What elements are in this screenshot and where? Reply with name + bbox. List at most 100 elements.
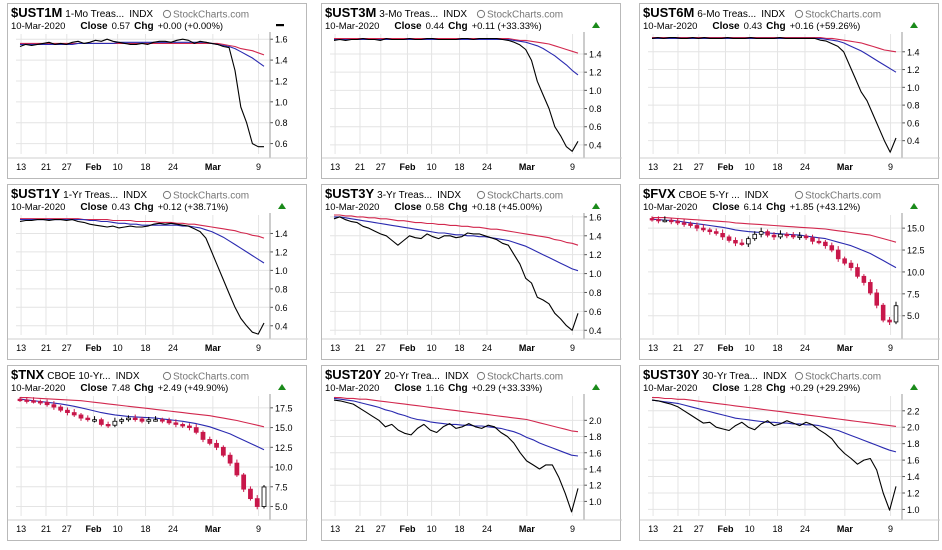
chart-panel-ust6m[interactable]: $UST6M 6-Mo Treas... INDX StockCharts.com 10…: [639, 3, 940, 179]
x-tick-label: 24: [800, 343, 810, 353]
copyright-icon: [794, 371, 804, 381]
chg-label: Chg: [766, 21, 785, 32]
chart-panel-ust1m[interactable]: $UST1M 1-Mo Treas... INDX StockCharts.com 10…: [7, 3, 308, 179]
copyright-icon: [794, 9, 804, 19]
y-tick-label: 0.4: [275, 321, 288, 331]
x-tick-label: Mar: [205, 343, 222, 353]
chart-subtitle: 10-Mar-2020 Close 0.44 Chg +0.11 (+33.33%): [325, 21, 542, 32]
x-tick-label: Feb: [85, 524, 102, 534]
chart-symbol: $UST6M: [643, 5, 694, 20]
y-tick-label: 1.4: [589, 231, 602, 241]
candle-body: [71, 412, 77, 416]
candle-body: [98, 419, 104, 425]
close-label: Close: [80, 383, 108, 394]
x-tick-label: 18: [141, 343, 151, 353]
chart-exchange: INDX: [116, 371, 140, 382]
y-tick-label: 12.5: [907, 246, 925, 256]
series-ma-long: [652, 217, 897, 243]
chart-description: 3-Mo Treas...: [379, 9, 438, 20]
y-tick-label: 1.4: [589, 50, 602, 60]
chart-panel-ust3m[interactable]: $UST3M 3-Mo Treas... INDX StockCharts.com 10…: [321, 3, 622, 179]
chart-panel-ust20y[interactable]: $UST20Y 20-Yr Trea... INDX StockCharts.com 1…: [321, 365, 622, 541]
gridlines: [648, 215, 902, 335]
x-tick-label: 24: [482, 343, 492, 353]
y-tick-label: 1.2: [589, 68, 602, 78]
x-tick-label: 13: [16, 524, 26, 534]
chart-svg: $UST3Y 3-Yr Treas... INDX StockCharts.com10…: [322, 186, 622, 353]
x-tick-label: 24: [168, 524, 178, 534]
candle-body: [726, 236, 732, 241]
x-tick-label: 9: [570, 524, 575, 534]
x-tick-label: 27: [62, 343, 72, 353]
series-ma-short: [20, 219, 265, 264]
x-tick-label: 21: [355, 162, 365, 172]
chart-description: 1-Yr Treas...: [63, 190, 118, 201]
x-tick-label: 18: [773, 524, 783, 534]
x-tick-label: 9: [256, 162, 261, 172]
candle-body: [829, 245, 835, 251]
candle-body: [85, 417, 91, 421]
candles: [649, 216, 899, 326]
chart-panel-ust30y[interactable]: $UST30Y 30-Yr Trea... INDX StockCharts.com 1…: [639, 365, 940, 541]
y-tick-label: 1.2: [589, 481, 602, 491]
candle-body: [105, 424, 111, 427]
x-tick-label: 13: [648, 162, 658, 172]
x-tick-label: 10: [427, 524, 437, 534]
chart-panel-tnx[interactable]: $TNX CBOE 10-Yr... INDX StockCharts.com 10-M…: [7, 365, 308, 541]
x-tick-label: 10: [113, 524, 123, 534]
candle-body: [887, 319, 892, 323]
x-tick-label: 9: [888, 343, 893, 353]
candle-body: [180, 424, 186, 427]
close-value: 0.44: [426, 21, 445, 32]
copyright-icon: [794, 190, 804, 200]
candle-body: [720, 232, 725, 238]
chg-label: Chg: [448, 202, 467, 213]
chart-exchange: INDX: [761, 9, 785, 20]
copyright-icon: [162, 9, 172, 19]
candle-body: [17, 398, 23, 402]
y-tick-label: 15.0: [275, 423, 293, 433]
chart-panel-ust3y[interactable]: $UST3Y 3-Yr Treas... INDX StockCharts.com 10…: [321, 184, 622, 360]
chart-panel-fvx[interactable]: $FVX CBOE 5-Yr ... INDX StockCharts.com 10-M…: [639, 184, 940, 360]
x-tick-label: Mar: [837, 343, 854, 353]
x-tick-label: 27: [376, 343, 386, 353]
chg-value: +0.29 (+33.33%): [472, 383, 543, 394]
candle-body: [681, 222, 687, 225]
chg-label: Chg: [448, 21, 467, 32]
change-up-icon: [910, 22, 918, 28]
chart-exchange: INDX: [123, 190, 147, 201]
watermark: StockCharts.com: [173, 10, 249, 21]
y-tick-label: 0.4: [907, 136, 920, 146]
y-tick-label: 15.0: [907, 224, 925, 234]
candle-body: [848, 262, 854, 268]
chart-title: $UST1M 1-Mo Treas... INDX: [11, 5, 153, 20]
candle-body: [701, 227, 706, 231]
y-tick-label: 1.2: [907, 65, 920, 75]
y-tick-label: 10.0: [275, 463, 293, 473]
y-tick-label: 0.6: [275, 139, 288, 149]
y-tick-label: 1.4: [275, 56, 288, 66]
candle-body: [797, 235, 802, 238]
chart-description: CBOE 5-Yr ...: [679, 190, 740, 201]
y-tick-label: 1.6: [589, 212, 602, 222]
chart-svg: $UST3M 3-Mo Treas... INDX StockCharts.com10…: [322, 5, 622, 172]
x-tick-label: 18: [455, 162, 465, 172]
candle-body: [739, 242, 745, 245]
series-price: [333, 216, 579, 331]
candle-body: [173, 422, 179, 425]
chart-svg: $UST20Y 20-Yr Trea... INDX StockCharts.com1…: [322, 367, 622, 534]
x-tick-label: 24: [800, 162, 810, 172]
x-tick-label: 10: [745, 343, 755, 353]
y-tick-label: 1.6: [589, 448, 602, 458]
close-label: Close: [712, 202, 740, 213]
close-value: 6.14: [744, 202, 763, 213]
x-tick-label: 9: [888, 162, 893, 172]
x-tick-label: Mar: [837, 524, 854, 534]
chart-panel-ust1y[interactable]: $UST1Y 1-Yr Treas... INDX StockCharts.com 10…: [7, 184, 308, 360]
y-tick-label: 1.8: [907, 439, 920, 449]
candle-body: [139, 418, 145, 422]
candle-body: [248, 488, 253, 500]
y-tick-label: 12.5: [275, 443, 293, 453]
y-tick-label: 5.0: [907, 311, 920, 321]
x-tick-label: 13: [16, 343, 26, 353]
